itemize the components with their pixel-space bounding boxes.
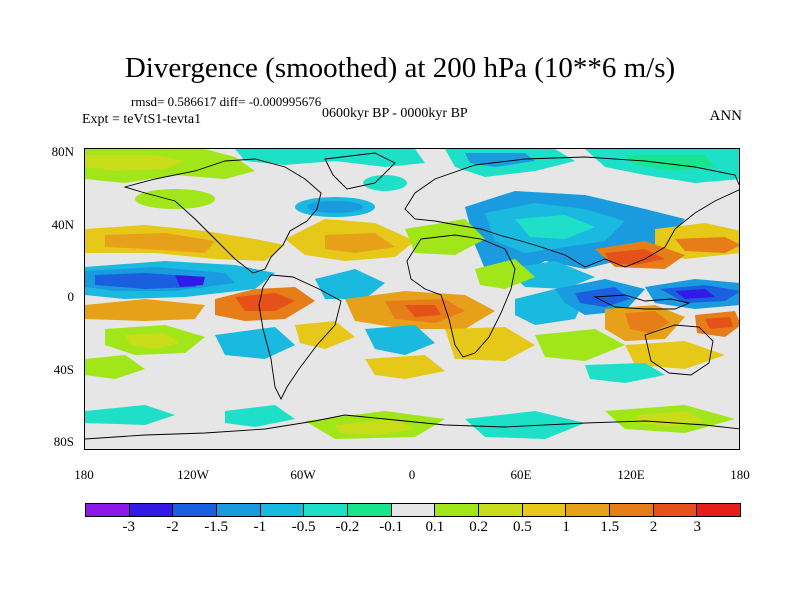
contour-region: [365, 325, 435, 355]
colorbar-box: [129, 504, 174, 516]
colorbar-label: -1: [253, 519, 267, 535]
contour-region: [225, 405, 295, 427]
contour-region: [235, 293, 295, 311]
lat-label-40n: 40N: [51, 217, 74, 232]
lon-label-180w: 180: [74, 467, 94, 482]
lon-label-120w: 120W: [177, 467, 209, 482]
coastline-australia: [644, 324, 714, 376]
contour-region: [405, 219, 485, 255]
colorbar-label: 0.5: [512, 519, 532, 535]
contour-region: [605, 249, 665, 265]
colorbar-label: -1.5: [204, 519, 229, 535]
colorbar-label: 0.1: [425, 519, 445, 535]
colorbar-box: [348, 504, 392, 516]
contour-region: [215, 327, 295, 359]
map-field: [85, 149, 739, 449]
lat-label-40s: 40S: [53, 362, 74, 377]
contour-region: [445, 327, 535, 361]
contour-region: [365, 355, 445, 379]
period-label: 0600kyr BP - 0000kyr BP: [322, 106, 468, 121]
contour-region: [405, 305, 441, 317]
contour-region: [325, 233, 395, 253]
contour-region: [85, 299, 205, 321]
contour-region: [475, 259, 535, 289]
contour-region: [675, 289, 715, 299]
lon-label-120e: 120E: [617, 467, 645, 482]
colorbar-label: 3: [693, 519, 702, 535]
plot-title: Divergence (smoothed) at 200 hPa (10**6 …: [124, 52, 676, 84]
colorbar-box: [304, 504, 349, 516]
coastline-africa: [406, 234, 516, 358]
lon-label-180e: 180: [730, 467, 750, 482]
colorbar-label: -0.5: [291, 519, 316, 535]
colorbar-box: [173, 504, 218, 516]
coastline-south-america: [258, 274, 342, 401]
season-label: ANN: [709, 108, 743, 124]
colorbar-box: [522, 504, 567, 516]
colorbar-label: -0.1: [379, 519, 403, 535]
colorbar-box: [260, 504, 305, 516]
divergence-map: [84, 148, 740, 450]
lon-label-60w: 60W: [290, 467, 316, 482]
coastline-greenland: [324, 152, 396, 190]
contour-region: [105, 233, 215, 253]
colorbar-label: -3: [122, 519, 135, 535]
lon-label-60e: 60E: [510, 467, 532, 482]
contour-region: [85, 155, 185, 171]
contour-region: [135, 189, 215, 209]
contour-region: [307, 201, 363, 213]
contour-region: [465, 153, 535, 167]
contour-region: [535, 329, 625, 361]
experiment-label: Expt = teVtS1-tevta1: [82, 112, 202, 127]
colorbar-box: [697, 504, 741, 516]
colorbar-box: [391, 504, 436, 516]
colorbar-label: 2: [649, 519, 658, 535]
coastline-indonesia: [593, 294, 691, 310]
colorbar-box: [610, 504, 654, 516]
contour-region: [295, 321, 355, 349]
lon-label-0: 0: [408, 467, 416, 482]
coastlines: [85, 152, 739, 440]
colorbar-label: -2: [166, 519, 179, 535]
contour-region: [85, 355, 145, 379]
lat-label-80n: 80N: [51, 144, 74, 159]
contour-region: [635, 411, 705, 427]
colorbar-box: [86, 504, 130, 516]
coastline-north-america: [123, 158, 322, 274]
contour-region: [315, 269, 385, 299]
colorbar-box: [435, 504, 480, 516]
colorbar-box: [479, 504, 523, 516]
colorbar: [85, 503, 741, 517]
contour-region: [175, 275, 205, 287]
lat-label-80s: 80S: [53, 434, 74, 449]
contour-region: [505, 261, 595, 289]
contour-region: [675, 237, 739, 253]
coastline-eurasia: [404, 156, 739, 268]
contour-region: [465, 411, 585, 439]
contour-field: [85, 149, 739, 439]
colorbar-label: -0.2: [335, 519, 360, 535]
contour-region: [515, 215, 595, 239]
contour-region: [85, 405, 175, 425]
colorbar-label: 1: [562, 519, 570, 535]
contour-region: [335, 419, 415, 435]
contour-region: [705, 317, 733, 329]
colorbar-box: [653, 504, 698, 516]
contour-region: [125, 333, 180, 349]
contour-region: [575, 287, 630, 307]
contour-region: [625, 311, 670, 333]
contour-region: [585, 363, 665, 383]
rmsd-diff-stats: rmsd= 0.586617 diff= -0.000995676: [131, 94, 322, 109]
lat-label-equator: 0: [67, 289, 75, 304]
contour-region: [363, 175, 407, 191]
coastline-antarctica: [85, 414, 739, 440]
colorbar-label: 1.5: [600, 519, 620, 535]
colorbar-box: [566, 504, 611, 516]
colorbar-label: 0.2: [469, 519, 488, 535]
colorbar-box: [217, 504, 261, 516]
contour-region: [625, 341, 725, 369]
